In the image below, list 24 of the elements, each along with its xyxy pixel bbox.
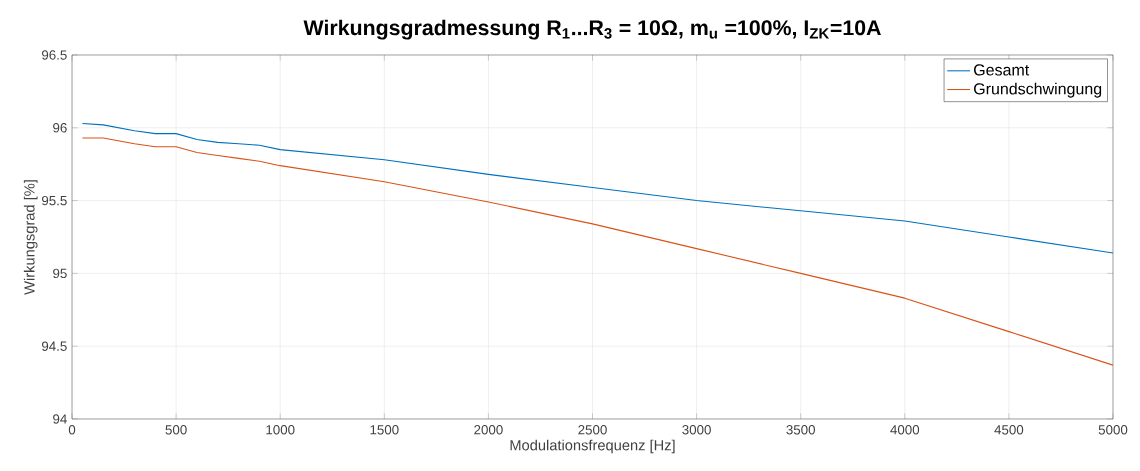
x-tick-label: 1500 [370,425,399,435]
x-tick-label: 0 [68,425,76,435]
x-tick-label: 4000 [890,425,920,435]
y-tick-label: 96.5 [41,50,67,60]
legend-label: Grundschwingung [974,82,1102,98]
line-series [81,137,1113,366]
y-tick-label: 95.5 [41,195,67,206]
x-tick-label: 3000 [682,425,711,435]
x-tick-label: 2000 [474,425,503,435]
y-axis-title: Wirkungsgrad [%] [23,180,38,295]
x-tick-label: 3500 [786,425,816,435]
y-tick-label: 94.5 [41,341,67,351]
chart-title: Wirkungsgradmessung R$_{1}$...R$_{3}$ = 10Ω, m$_{u}$ =100%, I$_{ZK}$=10A [303,19,881,40]
y-tick-label: 95 [53,268,67,279]
legend-label: Gesamt [974,64,1030,76]
x-tick-label: 500 [165,425,187,435]
x-tick-label: 5000 [1098,425,1128,435]
x-axis-title: Modulationsfrequenz [Hz] [510,439,675,454]
y-tick-label: 94 [53,414,67,424]
line-series [81,122,1113,254]
x-tick-label: 1000 [266,425,295,435]
y-tick-label: 96 [53,123,67,133]
x-tick-label: 2500 [578,425,607,435]
x-tick-label: 4500 [994,425,1024,435]
